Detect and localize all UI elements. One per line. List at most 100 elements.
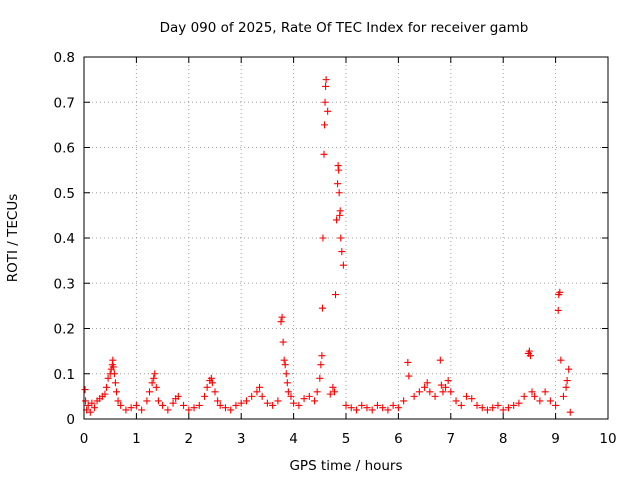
data-point [221, 404, 229, 412]
data-point [90, 404, 98, 412]
data-point [342, 401, 350, 409]
data-point [287, 392, 295, 400]
data-point [326, 390, 334, 398]
data-points [81, 76, 574, 416]
data-point [110, 370, 118, 378]
data-point [278, 313, 286, 321]
data-point [363, 404, 371, 412]
axes: 0 0.1 0.2 0.3 0.4 0.5 0.6 0.7 0.8 0 1 2 3 4 5 6 7 8 9 10 [54, 50, 617, 447]
data-point [148, 379, 156, 387]
data-point [463, 392, 471, 400]
data-point [415, 388, 423, 396]
data-point [336, 207, 344, 215]
data-point [152, 383, 160, 391]
data-point [277, 318, 285, 326]
data-point [347, 404, 355, 412]
data-point [195, 401, 203, 409]
data-point [320, 150, 328, 158]
data-point [282, 370, 290, 378]
data-point [242, 397, 250, 405]
data-point [333, 216, 341, 224]
data-point [318, 352, 326, 360]
data-point [337, 234, 345, 242]
data-point [112, 388, 120, 396]
data-point [358, 401, 366, 409]
y-tick-label: 0.1 [54, 367, 75, 383]
data-point [132, 401, 140, 409]
data-point [510, 401, 518, 409]
data-point [227, 406, 235, 414]
data-point [256, 383, 264, 391]
data-point [330, 388, 338, 396]
data-point [317, 361, 325, 369]
data-point [316, 374, 324, 382]
data-point [321, 121, 329, 129]
data-point [426, 388, 434, 396]
data-point [368, 406, 376, 414]
y-tick-label: 0 [66, 412, 75, 428]
data-point [258, 392, 266, 400]
x-tick-label: 1 [132, 431, 141, 447]
data-point [214, 397, 222, 405]
data-point [423, 379, 431, 387]
data-point [473, 401, 481, 409]
data-point [201, 392, 209, 400]
data-point [237, 399, 245, 407]
data-point [552, 401, 560, 409]
data-point [101, 390, 109, 398]
data-point [405, 372, 413, 380]
plot-frame [83, 56, 609, 420]
data-point [352, 406, 360, 414]
x-tick-label: 5 [342, 431, 351, 447]
data-point [335, 166, 343, 174]
data-point [531, 392, 539, 400]
data-point [232, 401, 240, 409]
data-point [562, 383, 570, 391]
data-point [468, 395, 476, 403]
data-point [559, 392, 567, 400]
data-point [515, 399, 523, 407]
data-point [111, 379, 119, 387]
data-point [248, 392, 256, 400]
data-point [311, 397, 319, 405]
data-point [556, 288, 564, 296]
data-point [528, 388, 536, 396]
data-point [253, 388, 261, 396]
data-point [207, 374, 215, 382]
x-tick-label: 10 [599, 431, 616, 447]
data-point [546, 397, 554, 405]
data-point [164, 406, 172, 414]
data-point [404, 358, 412, 366]
data-point [274, 397, 282, 405]
data-point [86, 408, 94, 416]
y-tick-label: 0.3 [54, 276, 75, 292]
data-point [324, 107, 332, 115]
data-point [332, 291, 340, 299]
y-axis-label: ROTI / TECUs [5, 194, 21, 282]
data-point [281, 361, 289, 369]
data-point [290, 399, 298, 407]
data-point [536, 397, 544, 405]
data-point [373, 401, 381, 409]
data-point [436, 356, 444, 364]
data-point [203, 383, 211, 391]
data-point [84, 401, 92, 409]
y-tick-label: 0.4 [54, 231, 75, 247]
y-tick-label: 0.7 [54, 95, 75, 111]
data-point [114, 397, 122, 405]
data-point [457, 401, 465, 409]
data-point [421, 383, 429, 391]
data-point [389, 401, 397, 409]
data-point [431, 392, 439, 400]
data-point [322, 82, 330, 90]
y-tick-label: 0.2 [54, 322, 75, 338]
data-point [151, 370, 159, 378]
x-tick-label: 4 [289, 431, 298, 447]
chart-title: Day 090 of 2025, Rate Of TEC Index for r… [160, 20, 529, 36]
data-point [216, 401, 224, 409]
data-point [319, 234, 327, 242]
data-point [305, 392, 313, 400]
x-tick-label: 0 [80, 431, 89, 447]
y-tick-label: 0.5 [54, 186, 75, 202]
